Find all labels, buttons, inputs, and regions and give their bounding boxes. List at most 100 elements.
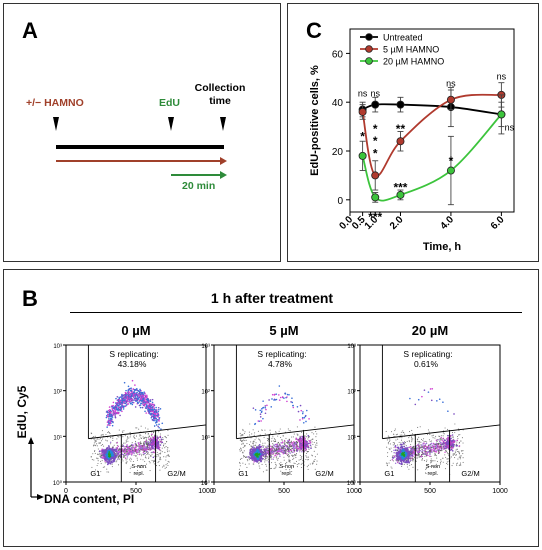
event-dot	[262, 406, 265, 409]
event-dot	[278, 448, 280, 450]
event-dot	[293, 433, 295, 435]
event-dot	[289, 442, 291, 445]
event-dot	[146, 444, 148, 446]
event-dot	[391, 431, 393, 433]
event-dot	[272, 440, 274, 442]
event-dot	[272, 436, 274, 438]
event-dot	[94, 435, 96, 437]
event-dot	[293, 455, 295, 457]
event-dot	[447, 436, 450, 439]
event-dot	[158, 453, 160, 455]
event-dot	[427, 448, 429, 450]
event-dot	[299, 436, 301, 438]
event-dot	[292, 404, 294, 407]
event-dot	[385, 462, 387, 464]
event-dot	[296, 441, 299, 444]
event-dot	[440, 460, 442, 462]
event-dot	[305, 409, 308, 412]
event-dot	[123, 449, 125, 451]
event-dot	[427, 391, 430, 393]
event-dot	[266, 445, 269, 447]
event-dot	[255, 437, 257, 439]
event-dot	[405, 454, 407, 457]
event-dot	[438, 442, 440, 445]
event-dot	[151, 419, 154, 421]
event-dot	[119, 435, 121, 437]
event-dot	[145, 449, 147, 451]
event-dot	[94, 449, 96, 452]
event-dot	[130, 389, 133, 392]
event-dot	[402, 448, 405, 451]
gate-value: 0.61%	[414, 359, 439, 369]
event-dot	[123, 442, 125, 444]
event-dot	[131, 401, 134, 404]
event-dot	[281, 446, 283, 448]
event-dot	[264, 456, 266, 459]
event-dot	[262, 442, 264, 444]
event-dot	[423, 442, 425, 444]
event-dot	[146, 454, 148, 456]
event-dot	[115, 453, 117, 455]
event-dot	[403, 459, 406, 462]
event-dot	[279, 455, 281, 458]
event-dot	[396, 449, 398, 451]
event-dots	[385, 387, 464, 476]
event-dot	[436, 449, 438, 452]
event-dot	[97, 454, 99, 456]
event-dot	[244, 444, 246, 447]
event-dot	[264, 449, 267, 451]
event-dot	[443, 447, 446, 450]
event-dot	[442, 440, 445, 443]
data-point	[497, 110, 506, 119]
event-dot	[145, 447, 147, 450]
event-dot	[429, 440, 431, 442]
event-dot	[418, 456, 420, 458]
event-dot	[304, 438, 306, 441]
event-dot	[134, 437, 136, 439]
event-dot	[288, 393, 290, 396]
event-dot	[447, 453, 449, 455]
significance-annotation: ns	[446, 79, 456, 89]
event-dot	[424, 453, 426, 456]
event-dot	[139, 448, 141, 450]
event-dot	[148, 446, 150, 448]
event-dot	[99, 438, 102, 440]
panel-a-letter: A	[22, 18, 38, 43]
event-dot	[125, 445, 127, 448]
event-dot	[150, 448, 152, 450]
event-dot	[150, 455, 152, 457]
event-dot	[451, 443, 454, 445]
event-dot	[287, 453, 290, 455]
event-dot	[282, 435, 284, 437]
event-dot	[296, 445, 298, 447]
event-dot	[459, 456, 462, 459]
event-dot	[301, 458, 303, 460]
event-dot	[264, 455, 267, 458]
event-dot	[386, 446, 388, 448]
event-dot	[106, 415, 109, 418]
event-dot	[285, 449, 287, 451]
event-dot	[411, 438, 413, 440]
event-dot	[158, 446, 161, 449]
event-dot	[105, 433, 107, 436]
region-s-non-2: repl.	[281, 471, 292, 477]
event-dot	[399, 434, 401, 436]
event-dot	[111, 463, 113, 465]
event-dot	[270, 440, 273, 442]
event-dot	[403, 432, 405, 434]
event-dot	[112, 404, 114, 407]
event-dot	[442, 401, 444, 403]
event-dot	[158, 423, 160, 426]
event-dot	[160, 459, 162, 461]
event-dot	[449, 435, 452, 437]
event-dot	[442, 457, 444, 459]
event-dot	[144, 398, 146, 400]
data-point	[446, 95, 455, 104]
event-dot	[421, 444, 423, 446]
event-dot	[262, 471, 264, 473]
y-tick-label: 10¹	[201, 435, 210, 441]
event-dot	[427, 447, 430, 449]
event-dot	[283, 456, 285, 458]
event-dot	[288, 456, 290, 458]
y-tick-label: 60	[332, 49, 344, 60]
